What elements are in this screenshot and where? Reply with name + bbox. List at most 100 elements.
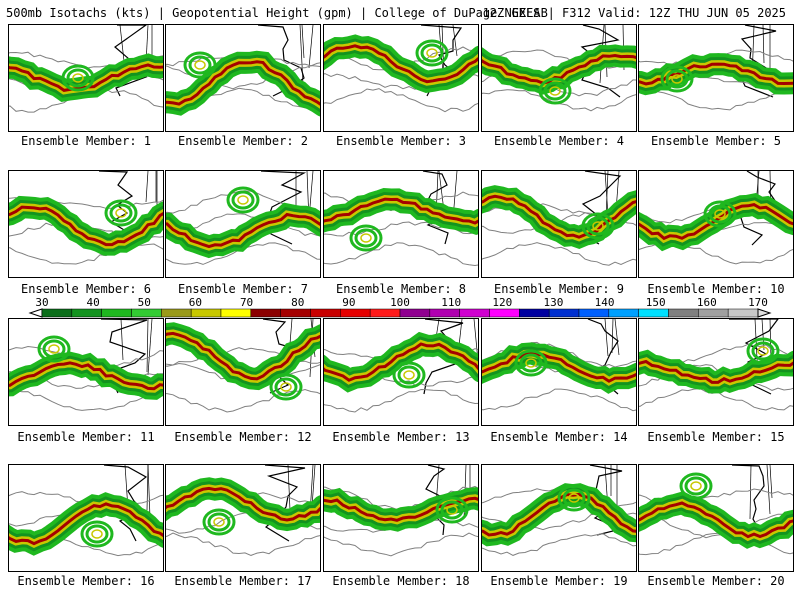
closed-low-isotach — [708, 204, 732, 224]
boundary-line — [762, 25, 765, 64]
ensemble-member-caption: Ensemble Member: 8 — [335, 282, 467, 296]
closed-low-isotach — [538, 77, 572, 105]
isotach-core-90kt — [166, 60, 320, 106]
closed-low-isotach — [525, 358, 537, 368]
colorbar-tick-label: 110 — [441, 296, 462, 309]
closed-low-isotach — [703, 200, 737, 228]
height-contour — [324, 532, 478, 557]
closed-low-isotach — [757, 346, 769, 356]
closed-low-isotach — [746, 337, 780, 365]
colorbar-segment — [71, 308, 102, 318]
boundary-line — [146, 319, 149, 373]
ensemble-member-caption: Ensemble Member: 17 — [174, 574, 312, 588]
isotach-core-90kt — [166, 212, 320, 249]
coastline — [103, 465, 148, 542]
closed-low-isotach — [415, 39, 449, 67]
ensemble-member-panel — [638, 170, 794, 278]
ensemble-member-caption: Ensemble Member: 12 — [174, 430, 312, 444]
closed-low-isotach — [37, 335, 71, 363]
ensemble-member-panel — [638, 464, 794, 572]
ensemble-member-panel — [323, 464, 479, 572]
colorbar-segment — [41, 308, 73, 318]
ensemble-member-panel — [8, 464, 164, 572]
height-contour — [482, 533, 636, 556]
ensemble-member-caption: Ensemble Member: 6 — [20, 282, 152, 296]
closed-low-isotach — [714, 209, 726, 219]
colorbar-segment — [310, 308, 341, 318]
closed-low-isotach — [592, 221, 604, 231]
closed-low-isotach — [280, 382, 292, 392]
colorbar-segment — [280, 308, 311, 318]
closed-low-isotach — [519, 353, 543, 373]
closed-low-isotach — [104, 199, 138, 227]
closed-low-isotach — [188, 55, 212, 75]
boundary-line — [766, 465, 771, 515]
boundary-line — [308, 25, 314, 69]
ensemble-member-panel — [165, 24, 321, 132]
closed-low-isotach — [435, 496, 469, 524]
closed-low-isotach — [684, 476, 708, 496]
ensemble-member-caption: Ensemble Member: 10 — [647, 282, 785, 296]
boundary-line — [147, 319, 153, 376]
closed-low-isotach — [514, 349, 548, 377]
colorbar-segment — [548, 308, 580, 318]
ensemble-member-caption: Ensemble Member: 20 — [647, 574, 785, 588]
closed-low-isotach — [568, 493, 580, 503]
isotach-core-90kt — [9, 361, 163, 391]
colorbar-tick-label: 130 — [543, 296, 564, 309]
closed-low-isotach — [403, 370, 415, 380]
boundary-line — [309, 171, 314, 208]
height-contour — [482, 388, 636, 412]
colorbar-segment — [190, 308, 222, 318]
height-contour — [324, 388, 478, 413]
closed-low-isotach — [426, 48, 438, 58]
closed-low-isotach — [751, 341, 775, 361]
closed-low-isotach — [91, 529, 103, 539]
colorbar-left-arrow — [28, 308, 43, 318]
closed-low-isotach — [660, 65, 694, 93]
colorbar-tick-label: 160 — [696, 296, 717, 309]
isotach-core-90kt — [9, 502, 163, 546]
closed-low-isotach — [671, 74, 683, 84]
boundary-line — [761, 319, 765, 351]
closed-low-isotach — [269, 373, 303, 401]
ensemble-member-caption: Ensemble Member: 18 — [332, 574, 470, 588]
colorbar-tick-label: 70 — [239, 296, 254, 309]
isotach-core-90kt — [324, 197, 478, 225]
colorbar-segment — [340, 308, 371, 318]
colorbar-segment — [220, 308, 252, 318]
ensemble-member-panel — [8, 24, 164, 132]
isotach-core-90kt — [166, 331, 320, 381]
closed-low-isotach — [183, 51, 217, 79]
isotach-colorbar: 30 40 50 60 70 80 90 100 110 120 130 140 150 160 170 — [0, 296, 800, 320]
closed-low-isotach — [237, 195, 249, 205]
closed-low-isotach — [679, 472, 713, 500]
chart-header: 500mb Isotachs (kts) | Geopotential Heig… — [0, 0, 800, 22]
boundary-line — [611, 319, 614, 354]
ensemble-member-caption: Ensemble Member: 14 — [490, 430, 628, 444]
closed-low-isotach — [42, 339, 66, 359]
closed-low-isotach — [226, 186, 260, 214]
closed-low-isotach — [48, 344, 60, 354]
colorbar-segment — [399, 308, 431, 318]
ensemble-member-panel — [8, 318, 164, 426]
colorbar-tick-label: 100 — [390, 296, 410, 309]
colorbar-segment — [161, 308, 192, 318]
colorbar-tick-label: 140 — [594, 296, 615, 309]
boundary-line — [146, 465, 149, 511]
closed-low-isotach — [109, 203, 133, 223]
colorbar-segment — [369, 308, 401, 318]
colorbar-segment — [519, 308, 550, 318]
ensemble-member-panel — [481, 318, 637, 426]
ensemble-member-panel — [323, 24, 479, 132]
closed-low-isotach — [446, 505, 458, 515]
isotach-core-90kt — [639, 359, 793, 384]
closed-low-isotach — [397, 365, 421, 385]
colorbar-segment — [578, 308, 610, 318]
header-left-title: 500mb Isotachs (kts) | Geopotential Heig… — [6, 6, 548, 20]
ensemble-member-caption: Ensemble Member: 2 — [177, 134, 309, 148]
ensemble-member-caption: Ensemble Member: 15 — [647, 430, 785, 444]
colorbar-segment — [638, 308, 669, 318]
ensemble-member-caption: Ensemble Member: 4 — [493, 134, 625, 148]
ensemble-member-caption: Ensemble Member: 13 — [332, 430, 470, 444]
